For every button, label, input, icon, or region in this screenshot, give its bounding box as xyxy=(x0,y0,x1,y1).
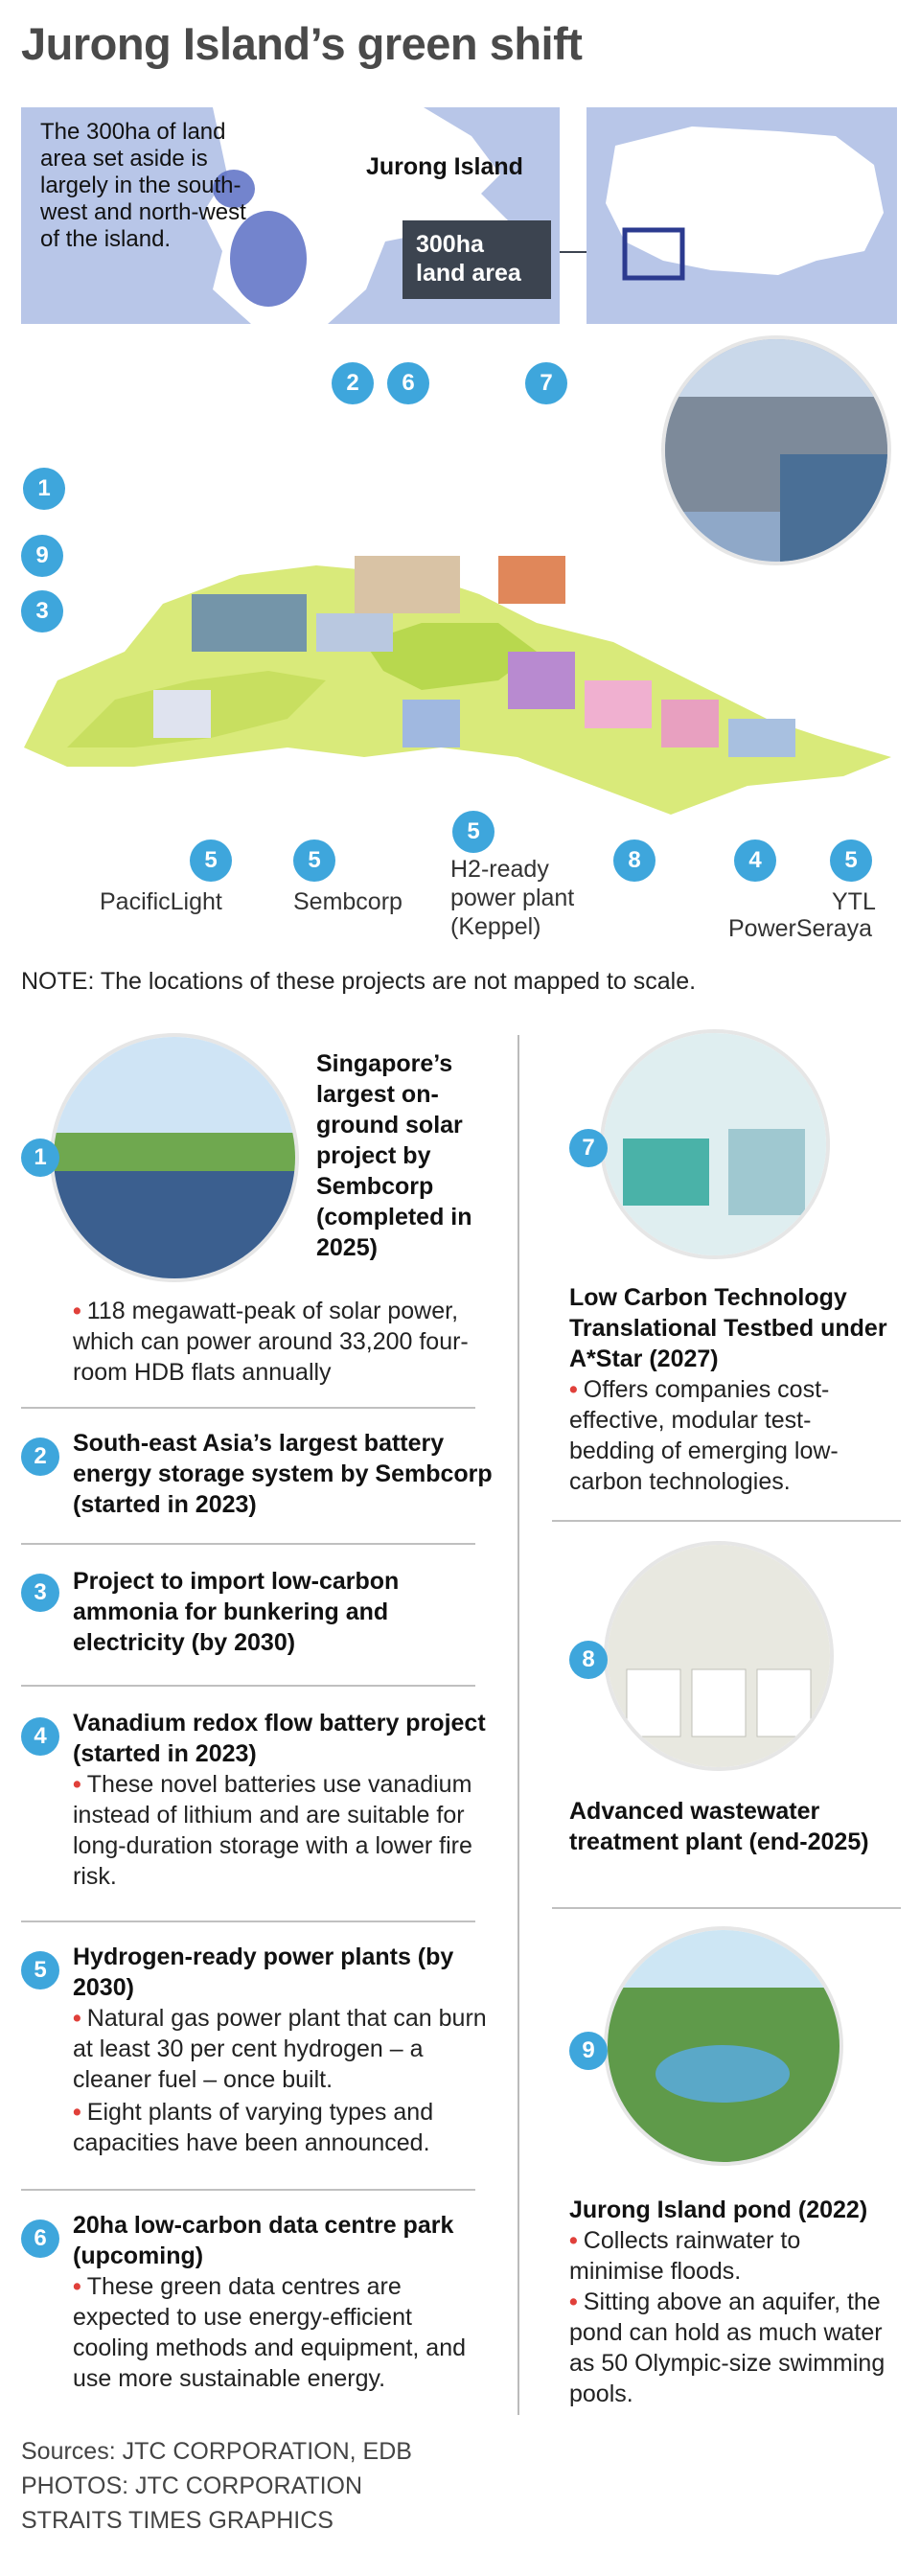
project-1-title: Singapore’s largest on-ground solar proj… xyxy=(316,1050,472,1261)
marker-8: 8 xyxy=(613,840,656,882)
island-illustration: 1 2 3 4 5 5 5 5 6 7 8 9 PacificLight Sem… xyxy=(0,335,920,949)
column-divider xyxy=(518,1035,519,2415)
island-shape-graphic xyxy=(203,107,519,324)
project-9-bullet-2: • Sitting above an aquifer, the pond can … xyxy=(569,2288,886,2407)
project-9-badge: 9 xyxy=(569,2032,608,2070)
marker-7: 7 xyxy=(525,362,567,404)
separator-1 xyxy=(21,1407,475,1409)
project-2-title: South-east Asia’s largest battery energy… xyxy=(73,1430,493,1518)
separator-7 xyxy=(552,1907,901,1909)
project-2-badge: 2 xyxy=(21,1438,59,1476)
island-label: Jurong Island xyxy=(366,153,523,180)
pond-photo xyxy=(604,1926,843,2166)
project-4-title: Vanadium redox flow battery project (sta… xyxy=(73,1710,486,1767)
project-7-title: Low Carbon Technology Translational Test… xyxy=(569,1284,887,1372)
project-6-badge: 6 xyxy=(21,2220,59,2258)
scale-note: NOTE: The locations of these projects ar… xyxy=(21,968,697,995)
marker-6: 6 xyxy=(387,362,429,404)
map-description: The 300ha of land area set aside is larg… xyxy=(40,119,246,252)
label-ytl: YTL xyxy=(832,888,876,915)
land-area-label: 300ha land area xyxy=(402,220,551,299)
project-5-bullet-2: • Eight plants of varying types and capac… xyxy=(73,2099,434,2156)
marker-5-ytl: 5 xyxy=(830,840,872,882)
page-title: Jurong Island’s green shift xyxy=(21,18,583,69)
wastewater-photo xyxy=(604,1541,834,1771)
graphics-credit: STRAITS TIMES GRAPHICS xyxy=(21,2507,334,2534)
pond-photo-graphic xyxy=(608,1930,840,2162)
project-1-badge: 1 xyxy=(21,1138,59,1177)
isometric-island-graphic xyxy=(24,556,891,815)
project-9-bullet-1: • Collects rainwater to minimise floods. xyxy=(569,2227,801,2285)
separator-6 xyxy=(552,1520,901,1522)
label-pacificlight: PacificLight xyxy=(100,888,222,915)
project-4-bullet-1: • These novel batteries use vanadium inst… xyxy=(73,1771,472,1890)
wastewater-photo-graphic xyxy=(608,1545,830,1767)
land-area-value: 300ha xyxy=(416,231,484,258)
island-locator-map: The 300ha of land area set aside is larg… xyxy=(21,107,560,324)
project-3-title: Project to import low-carbon ammonia for… xyxy=(73,1568,400,1656)
label-keppel: H2-ready power plant (Keppel) xyxy=(450,855,574,941)
testbed-photo-graphic xyxy=(604,1033,826,1255)
separator-5 xyxy=(21,2189,475,2191)
project-8-title: Advanced wastewater treatment plant (end… xyxy=(569,1798,869,1855)
project-9-title: Jurong Island pond (2022) xyxy=(569,2196,868,2223)
marker-5-keppel: 5 xyxy=(452,811,494,853)
project-7-bullet-1: • Offers companies cost-effective, modula… xyxy=(569,1376,839,1495)
project-6-title: 20ha low-carbon data centre park (upcomi… xyxy=(73,2212,454,2269)
project-5-title: Hydrogen-ready power plants (by 2030) xyxy=(73,1944,454,2001)
testbed-photo xyxy=(600,1029,830,1259)
marker-4: 4 xyxy=(734,840,776,882)
project-5-bullet-1: • Natural gas power plant that can burn a… xyxy=(73,2005,487,2093)
project-1-bullet-1: • 118 megawatt-peak of solar power, which… xyxy=(73,1298,469,1386)
solar-photo-graphic xyxy=(54,1037,295,1278)
project-6-bullet-1: • These green data centres are expected t… xyxy=(73,2273,467,2392)
project-3-badge: 3 xyxy=(21,1574,59,1612)
photos-credit: PHOTOS: JTC CORPORATION xyxy=(21,2472,363,2499)
marker-3: 3 xyxy=(21,590,63,632)
marker-5-sembcorp: 5 xyxy=(293,840,335,882)
credits: Sources: JTC CORPORATION, EDB PHOTOS: JT… xyxy=(21,2434,412,2538)
singapore-shape-graphic xyxy=(606,126,884,281)
separator-4 xyxy=(21,1920,475,1922)
label-keppel-line2: power plant xyxy=(450,885,575,911)
label-keppel-line3: (Keppel) xyxy=(450,913,541,940)
project-4-badge: 4 xyxy=(21,1717,59,1756)
project-8-badge: 8 xyxy=(569,1641,608,1679)
label-keppel-line1: H2-ready xyxy=(450,856,549,883)
label-sembcorp: Sembcorp xyxy=(293,888,402,915)
sources-credit: Sources: JTC CORPORATION, EDB xyxy=(21,2438,412,2465)
marker-1: 1 xyxy=(23,468,65,510)
aerial-photo xyxy=(661,335,891,565)
land-area-unit: land area xyxy=(416,260,521,287)
marker-9: 9 xyxy=(21,535,63,577)
singapore-locator-map xyxy=(586,107,897,324)
project-5-badge: 5 xyxy=(21,1951,59,1990)
project-7-badge: 7 xyxy=(569,1129,608,1167)
label-powerseraya: PowerSeraya xyxy=(728,915,873,942)
separator-3 xyxy=(21,1685,475,1687)
solar-project-photo xyxy=(50,1033,299,1282)
marker-2: 2 xyxy=(332,362,374,404)
separator-2 xyxy=(21,1543,475,1545)
aerial-photo-graphic xyxy=(665,339,887,562)
marker-5-pacificlight: 5 xyxy=(190,840,232,882)
